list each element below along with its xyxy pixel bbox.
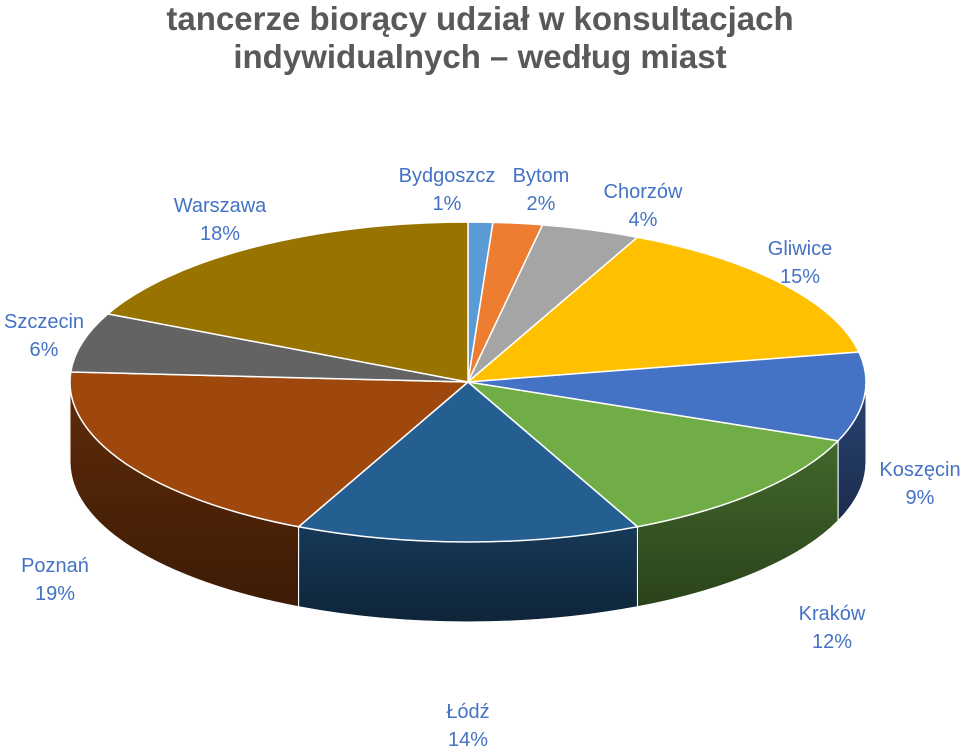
slice-poznan bbox=[69, 371, 470, 528]
pie-top-faces bbox=[69, 221, 867, 543]
slice-szczecin bbox=[69, 313, 469, 383]
label-value-bydgoszcz: 1% bbox=[433, 193, 462, 215]
label-name-bydgoszcz: Bydgoszcz bbox=[399, 165, 496, 187]
label-name-chorzow: Chorzów bbox=[604, 181, 683, 203]
label-name-koszecin: Koszęcin bbox=[879, 459, 960, 481]
label-name-krakow: Kraków bbox=[799, 603, 866, 625]
slice-krakow bbox=[465, 380, 840, 528]
label-name-gliwice: Gliwice bbox=[768, 238, 832, 260]
slice-labels: Bydgoszcz 1% Bytom 2% Chorzów 4% Gliwice 15% Kos… bbox=[4, 165, 960, 749]
label-value-bytom: 2% bbox=[527, 193, 556, 215]
slice-lodz bbox=[296, 381, 640, 543]
label-value-gliwice: 15% bbox=[780, 266, 820, 288]
label-value-warszawa: 18% bbox=[200, 223, 240, 245]
label-name-warszawa: Warszawa bbox=[174, 195, 267, 217]
chart-title-line-2: indywidualnych – według miast bbox=[233, 38, 727, 75]
chart-title-line-1: tancerze biorący udział w konsultacjach bbox=[166, 0, 794, 37]
label-value-koszecin: 9% bbox=[906, 487, 935, 509]
label-value-krakow: 12% bbox=[812, 631, 852, 653]
label-name-poznan: Poznań bbox=[21, 555, 89, 577]
label-name-lodz: Łódź bbox=[446, 701, 489, 723]
slice-koszecin bbox=[467, 351, 867, 442]
label-name-bytom: Bytom bbox=[513, 165, 570, 187]
label-value-lodz: 14% bbox=[448, 729, 488, 749]
slice-warszawa bbox=[106, 221, 469, 383]
label-name-szczecin: Szczecin bbox=[4, 311, 84, 333]
slice-gliwice bbox=[465, 236, 861, 383]
label-value-szczecin: 6% bbox=[30, 339, 59, 361]
label-value-poznan: 19% bbox=[35, 583, 75, 605]
label-value-chorzow: 4% bbox=[629, 209, 658, 231]
chart-title: tancerze biorący udział w konsultacjach … bbox=[0, 0, 960, 76]
